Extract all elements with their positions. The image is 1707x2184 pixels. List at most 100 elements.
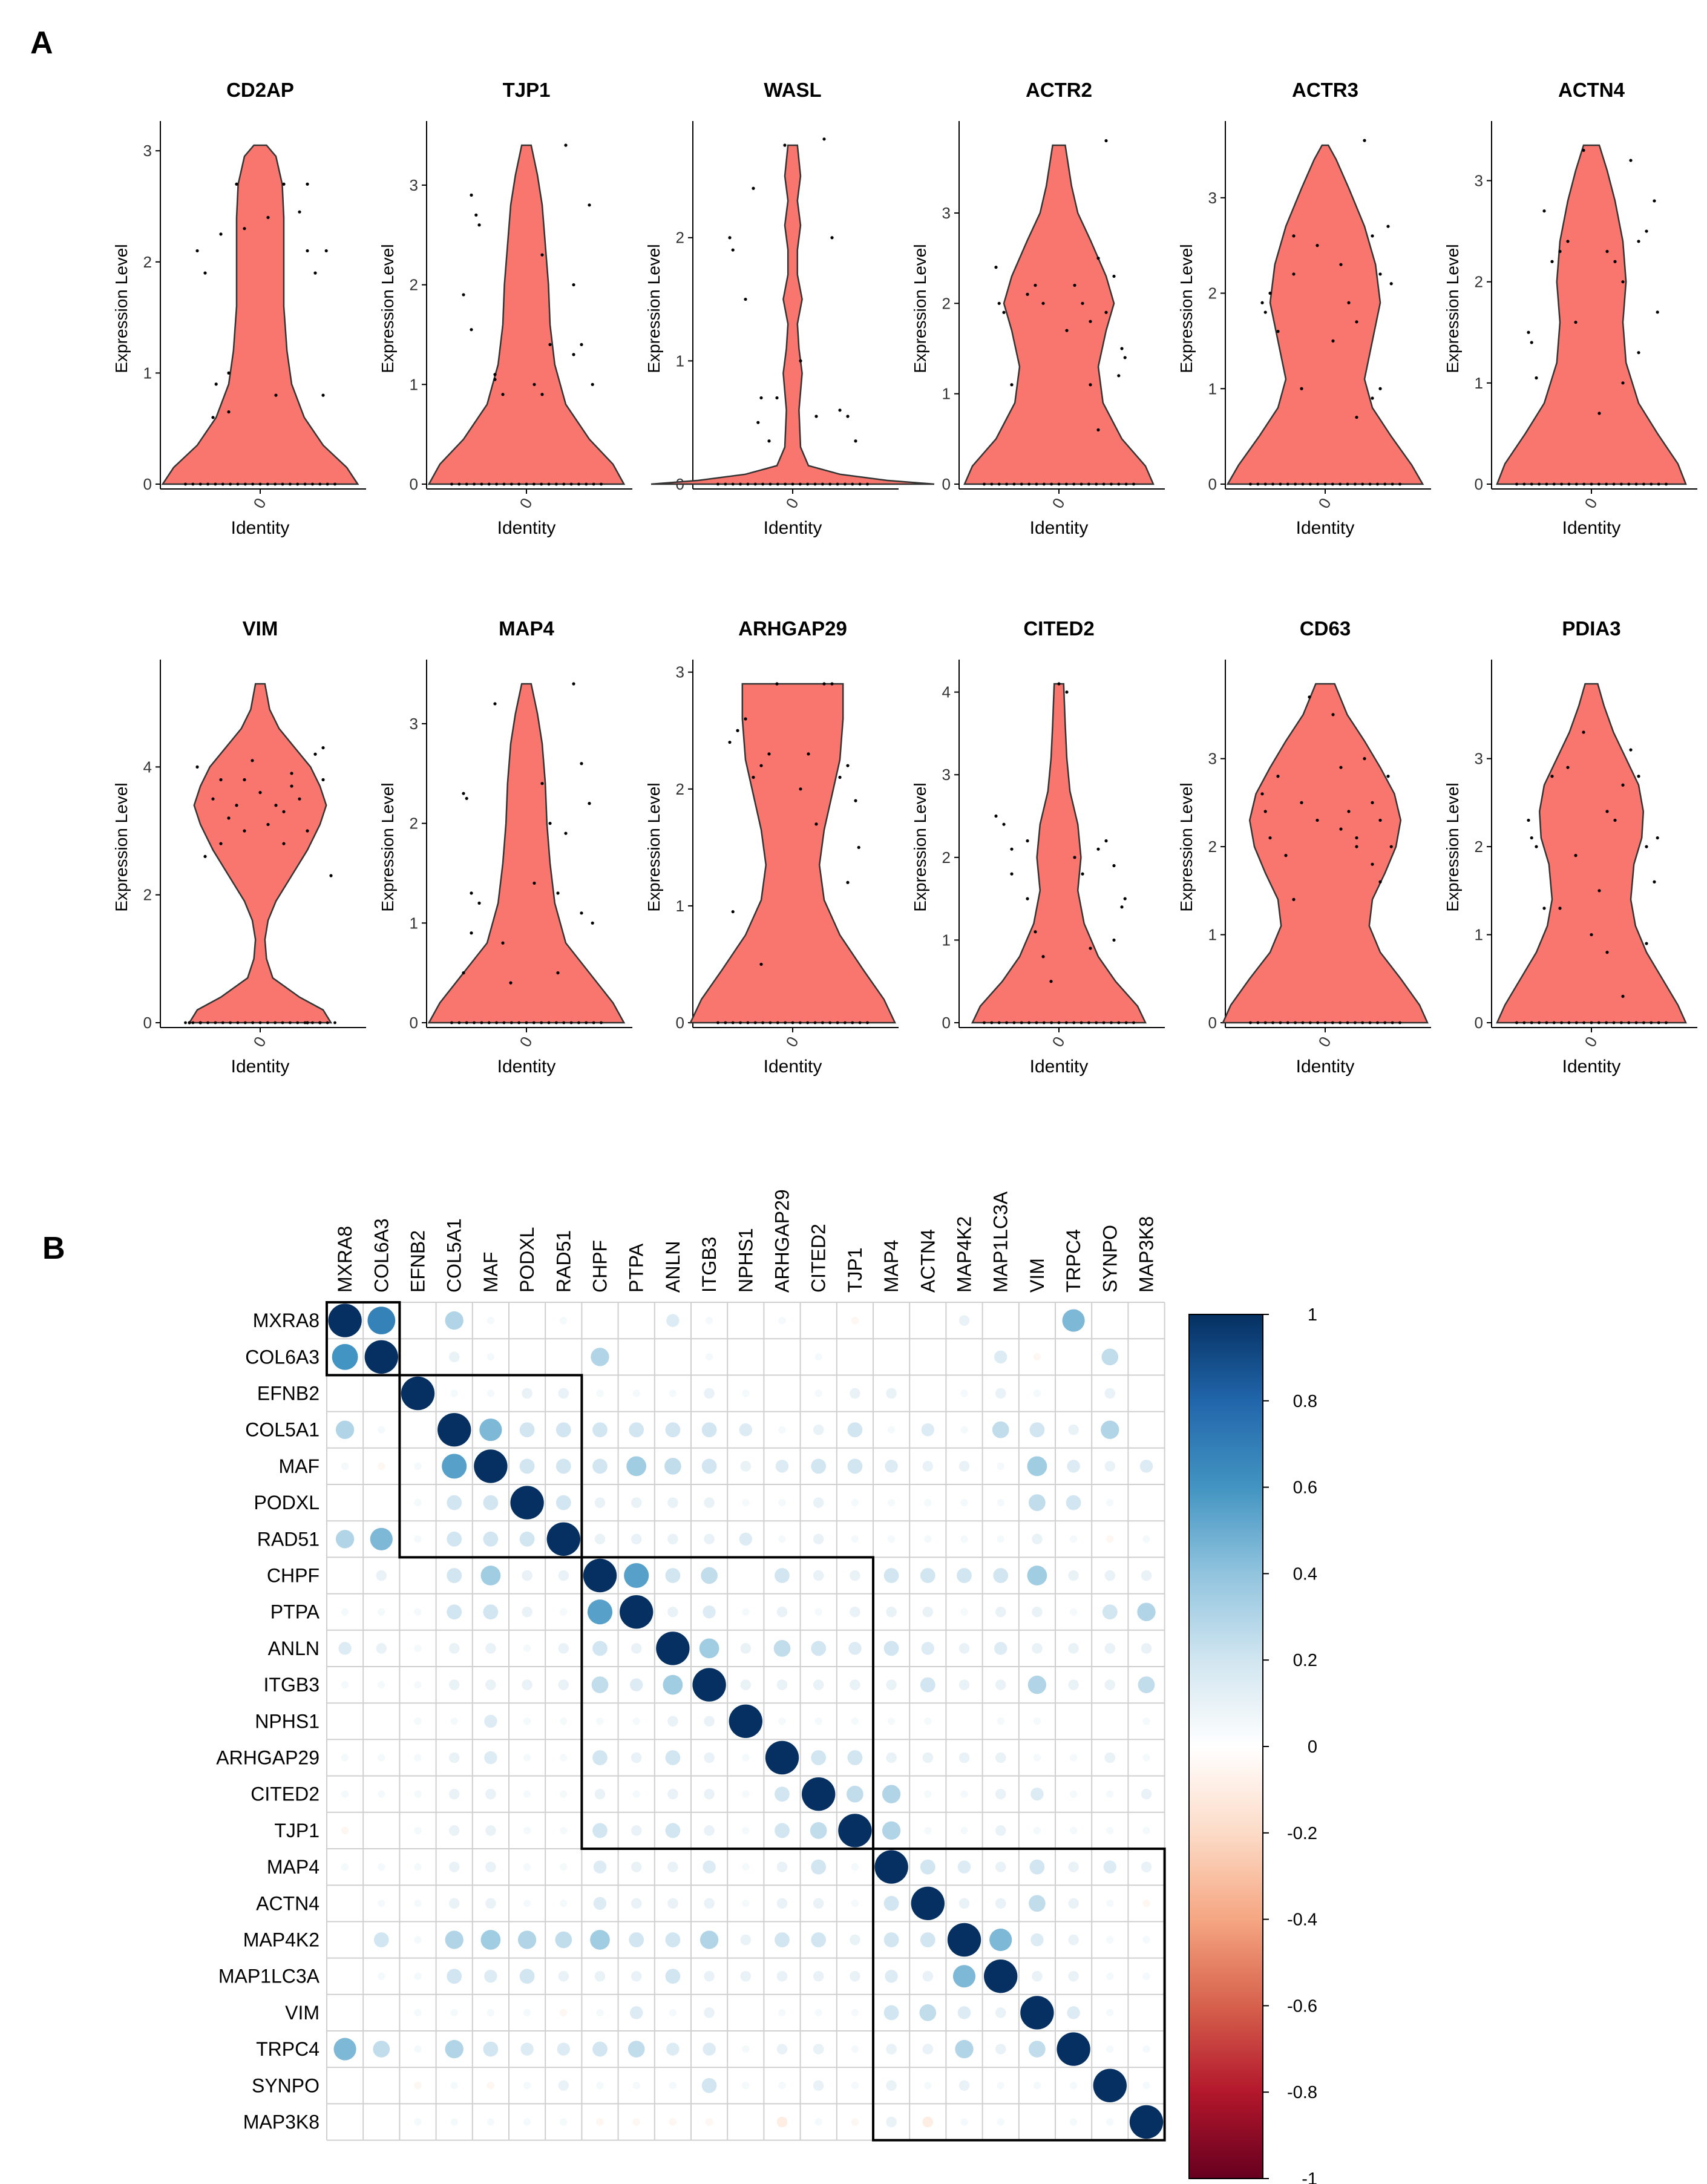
correlation-cell [1069, 2118, 1078, 2126]
data-point [1567, 1021, 1571, 1025]
y-axis-label: Expression Level [1177, 782, 1196, 911]
row-label: SYNPO [252, 2074, 319, 2096]
correlation-cell [487, 1316, 495, 1325]
correlation-cell [414, 2045, 422, 2053]
correlation-cell [1030, 1933, 1044, 1947]
data-point [306, 182, 309, 186]
data-point [1065, 329, 1069, 332]
correlation-cell [924, 1535, 932, 1543]
x-tick-label: 0 [516, 495, 536, 512]
data-point [1315, 818, 1319, 822]
correlation-cell [882, 1821, 901, 1840]
correlation-cell [704, 1533, 715, 1545]
data-point [1081, 872, 1084, 876]
data-point [564, 143, 568, 147]
data-point [1057, 1021, 1061, 1025]
correlation-cell [851, 1498, 859, 1507]
data-point [1026, 292, 1029, 296]
data-point [1621, 994, 1625, 998]
data-point [1590, 933, 1593, 937]
data-point [1558, 249, 1562, 254]
data-point [548, 343, 552, 347]
correlation-cell [995, 2007, 1006, 2018]
correlation-cell [341, 1826, 349, 1835]
data-point [1560, 1021, 1564, 1025]
correlation-cell [332, 1343, 358, 1370]
data-point [1096, 428, 1100, 432]
correlation-cell [590, 1930, 610, 1950]
correlation-cell [775, 1786, 790, 1802]
correlation-cell [594, 1533, 606, 1545]
column-label: COL6A3 [370, 1218, 392, 1293]
data-point [588, 203, 591, 207]
data-point [532, 482, 536, 486]
data-point [1339, 263, 1343, 266]
correlation-cell [414, 1535, 422, 1543]
data-point [1527, 818, 1530, 822]
data-point [333, 1021, 336, 1025]
correlation-cell [847, 1422, 863, 1438]
correlation-cell [523, 2082, 531, 2090]
data-point [1542, 209, 1546, 213]
correlation-cell [813, 1570, 824, 1581]
data-point [1073, 283, 1076, 287]
correlation-cell [993, 1568, 1009, 1583]
data-point [462, 792, 465, 795]
data-point [1065, 690, 1069, 694]
correlation-cell [776, 1679, 788, 1690]
violin-plot: ACTR3 0 1 2 3 0 Identity Expression Level [1177, 79, 1431, 538]
correlation-cell [704, 1388, 715, 1399]
y-axis-label: Expression Level [1443, 782, 1462, 911]
data-point [532, 881, 536, 885]
data-point [1346, 1021, 1349, 1025]
correlation-cell [487, 2082, 495, 2090]
row-label: TRPC4 [256, 2038, 319, 2060]
y-tick-label: 3 [676, 663, 684, 681]
correlation-cell [484, 1969, 497, 1983]
correlation-cell [663, 1674, 683, 1695]
correlation-cell [1068, 1861, 1079, 1872]
correlation-cell [994, 1350, 1007, 1364]
correlation-cell [740, 1461, 752, 1472]
data-point [1057, 482, 1061, 486]
data-point [1308, 695, 1311, 699]
data-point [736, 729, 739, 732]
correlation-cell [592, 1458, 608, 1474]
data-point [1338, 482, 1342, 486]
correlation-cell [811, 1859, 827, 1875]
correlation-cell [631, 1497, 642, 1508]
column-label: PODXL [516, 1227, 538, 1293]
data-point [791, 482, 795, 486]
row-label: PTPA [270, 1601, 320, 1623]
data-point [1371, 234, 1374, 238]
data-point [1124, 482, 1128, 486]
data-point [1010, 383, 1014, 387]
correlation-cell [997, 1535, 1004, 1543]
data-point [1378, 818, 1382, 822]
correlation-cell [664, 1458, 681, 1475]
y-tick-label: 1 [1475, 374, 1483, 392]
correlation-cell [414, 1863, 422, 1871]
correlation-cell [656, 1631, 690, 1665]
data-point [457, 482, 461, 486]
data-point [1354, 482, 1357, 486]
data-point [1073, 856, 1076, 859]
data-point [1300, 387, 1303, 390]
data-point [828, 1021, 832, 1025]
data-point [1515, 482, 1518, 486]
data-point [333, 482, 336, 486]
correlation-cell [994, 1642, 1007, 1655]
y-axis-label: Expression Level [112, 244, 131, 373]
data-point [495, 1021, 498, 1025]
data-point [281, 482, 284, 486]
data-point [188, 1021, 191, 1025]
data-point [493, 378, 497, 381]
correlation-cell [665, 1969, 681, 1984]
correlation-cell [414, 1754, 422, 1762]
correlation-cell [1068, 1679, 1079, 1690]
data-point [1657, 482, 1660, 486]
correlation-cell [442, 1454, 467, 1479]
data-point [211, 797, 215, 801]
correlation-cell [448, 1861, 460, 1872]
data-point [229, 1021, 232, 1025]
